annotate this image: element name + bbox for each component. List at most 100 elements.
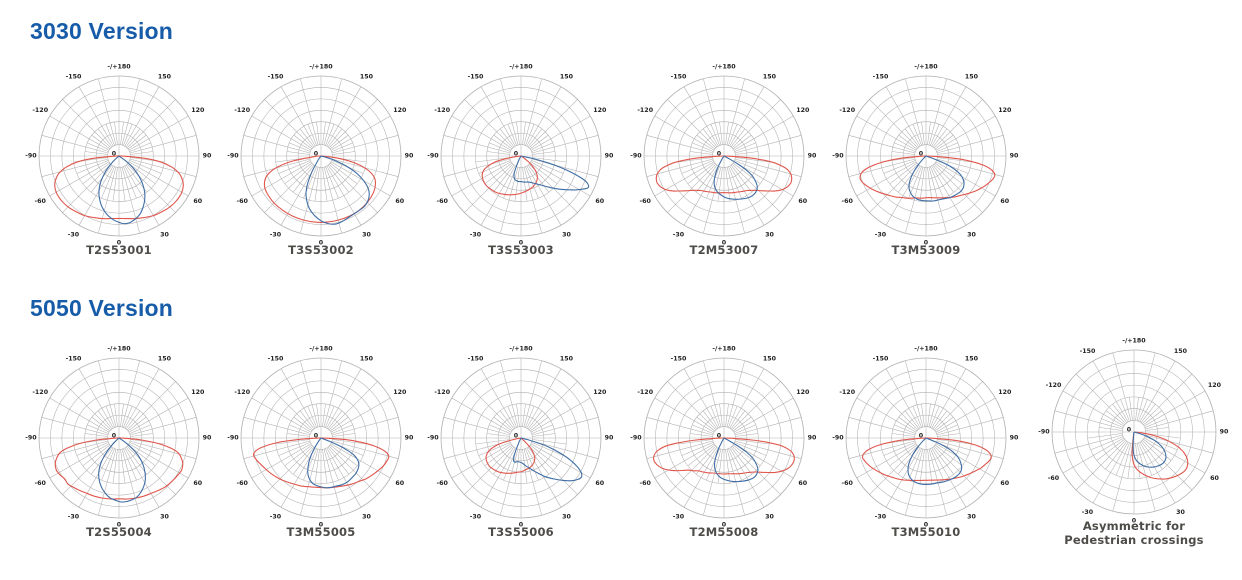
angle-label: 30 (1176, 509, 1185, 516)
angle-label: -150 (873, 356, 889, 363)
angle-label: -60 (237, 480, 249, 487)
angle-label: -150 (873, 74, 889, 81)
blue-curve (908, 155, 965, 202)
angle-label: -150 (468, 74, 484, 81)
polar-grid (440, 357, 602, 519)
polar-chart-svg: -/+180 150 120 90 60 30 0 -30 -60 -90 -120 -150 0 (25, 64, 212, 247)
angle-label: 120 (393, 389, 407, 396)
angle-label: -30 (270, 513, 282, 520)
angle-label: 150 (158, 74, 172, 81)
angle-label: 60 (193, 480, 202, 487)
center-label: 0 (112, 433, 117, 440)
polar-chart-svg: -/+180 150 120 90 60 30 0 -30 -60 -90 -120 -150 0 (227, 64, 414, 247)
angle-label: -60 (35, 480, 47, 487)
angle-label: -/+180 (1122, 338, 1146, 345)
angle-label: -120 (234, 389, 250, 396)
angle-label: -30 (270, 231, 282, 238)
angle-label: -150 (268, 74, 284, 81)
angle-label: -60 (437, 480, 449, 487)
angle-label: 120 (191, 389, 205, 396)
angle-label: 120 (796, 389, 810, 396)
angle-label: -/+180 (914, 64, 938, 71)
polar-grid (440, 75, 602, 237)
chart-label-line: Pedestrian crossings (1064, 533, 1204, 548)
red-curve (655, 155, 793, 194)
angle-label: 120 (593, 107, 607, 114)
angle-label: 150 (360, 74, 374, 81)
angle-label: 30 (562, 513, 571, 520)
angle-label: 0 (924, 522, 929, 529)
red-curve (481, 155, 538, 196)
center-label: 0 (919, 151, 924, 158)
red-curve (1131, 431, 1189, 480)
polar-chart-svg: -/+180 150 120 90 60 30 0 -30 -60 -90 -120 -150 0 (227, 346, 414, 529)
angle-label: -120 (839, 107, 855, 114)
polar-chart-svg: -/+180 150 120 90 60 30 0 -30 -60 -90 -120 -150 0 (427, 346, 614, 529)
angle-label: -90 (832, 153, 844, 160)
angle-label: 60 (1210, 475, 1219, 482)
red-curve (861, 437, 992, 481)
blue-curve (513, 155, 590, 191)
angle-label: -120 (637, 389, 653, 396)
polar-grid (845, 357, 1007, 519)
polar-grid (38, 357, 200, 519)
angle-label: 30 (967, 513, 976, 520)
angle-label: -/+180 (309, 346, 333, 353)
angle-label: -30 (875, 231, 887, 238)
blue-curve (907, 437, 963, 485)
angle-label: -30 (673, 513, 685, 520)
angle-label: -90 (25, 435, 37, 442)
angle-label: 120 (393, 107, 407, 114)
angle-label: -150 (66, 74, 82, 81)
center-label: 0 (1127, 427, 1132, 434)
chart-label: T2S55004 (86, 525, 152, 539)
angle-label: -120 (32, 389, 48, 396)
angle-label: -60 (437, 198, 449, 205)
angle-label: -90 (1038, 429, 1050, 436)
angle-label: 30 (562, 231, 571, 238)
angle-label: 60 (595, 480, 604, 487)
chart-label: T2S53001 (86, 243, 152, 257)
chart-label-line: Asymmetric for (1082, 519, 1186, 533)
chart-label: T2M53007 (689, 243, 759, 257)
angle-label: -120 (32, 107, 48, 114)
polar-chart: -/+180 150 120 90 60 30 0 -30 -60 -90 -120 -150 0 T3S… (416, 51, 626, 261)
polar-chart: -/+180 150 120 90 60 30 0 -30 -60 -90 -120 -150 0 T3M… (821, 51, 1031, 261)
center-label: 0 (717, 151, 722, 158)
angle-label: 90 (405, 153, 414, 160)
polar-chart-svg: -/+180 150 120 90 60 30 0 -30 -60 -90 -120 -150 0 (1038, 338, 1229, 525)
angle-label: 0 (519, 240, 524, 247)
angle-label: 120 (191, 107, 205, 114)
angle-label: 150 (360, 356, 374, 363)
polar-chart: -/+180 150 120 90 60 30 0 -30 -60 -90 -120 -150 0 T2S… (14, 51, 224, 261)
angle-label: -90 (832, 435, 844, 442)
red-curve (859, 155, 996, 199)
chart-label: T2M55008 (689, 525, 759, 539)
angle-label: -/+180 (914, 346, 938, 353)
polar-chart: -/+180 150 120 90 60 30 0 -30 -60 -90 -120 -150 0 T2M… (619, 333, 829, 543)
angle-label: 60 (395, 480, 404, 487)
angle-label: 60 (193, 198, 202, 205)
angle-label: -120 (1046, 382, 1062, 389)
angle-label: 90 (808, 153, 817, 160)
angle-label: 90 (1010, 435, 1019, 442)
angle-label: 60 (595, 198, 604, 205)
angle-label: -90 (630, 153, 642, 160)
polar-chart: -/+180 150 120 90 60 30 0 -30 -60 -90 -120 -150 0 T3S… (216, 51, 426, 261)
angle-label: -60 (237, 198, 249, 205)
angle-label: 60 (1000, 480, 1009, 487)
angle-label: 150 (560, 74, 574, 81)
polar-chart-svg: -/+180 150 120 90 60 30 0 -30 -60 -90 -120 -150 0 (832, 346, 1019, 529)
polar-chart-svg: -/+180 150 120 90 60 30 0 -30 -60 -90 -120 -150 0 (832, 64, 1019, 247)
center-label: 0 (514, 433, 519, 440)
angle-label: -90 (630, 435, 642, 442)
angle-label: 90 (605, 153, 614, 160)
section-title-3030: 3030 Version (30, 18, 174, 44)
angle-label: 0 (1132, 518, 1137, 525)
angle-label: 90 (405, 435, 414, 442)
blue-curve (307, 437, 360, 489)
angle-label: -/+180 (712, 64, 736, 71)
angle-label: -/+180 (509, 346, 533, 353)
angle-label: -/+180 (712, 346, 736, 353)
polar-chart: -/+180 150 120 90 60 30 0 -30 -60 -90 -120 -150 0 Asy… (1029, 327, 1239, 548)
